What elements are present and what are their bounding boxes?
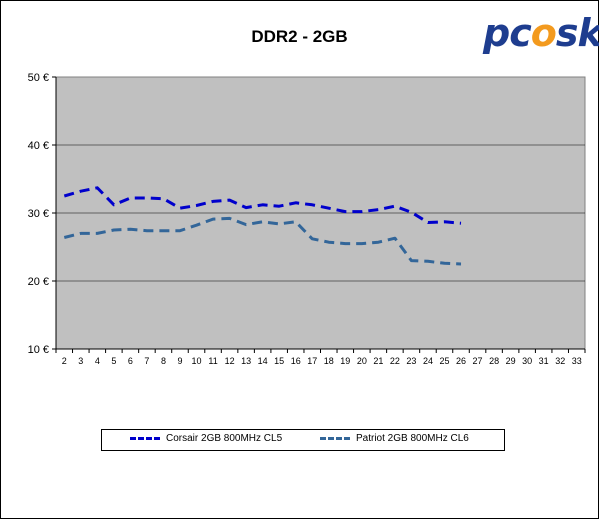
x-tick-label: 31 bbox=[539, 356, 549, 366]
x-tick-label: 6 bbox=[128, 356, 133, 366]
x-tick-label: 26 bbox=[456, 356, 466, 366]
x-tick-label: 15 bbox=[274, 356, 284, 366]
y-tick-label: 40 € bbox=[28, 140, 49, 152]
x-tick-label: 9 bbox=[177, 356, 182, 366]
x-tick-label: 12 bbox=[225, 356, 235, 366]
y-tick-label: 10 € bbox=[28, 344, 49, 356]
x-tick-label: 8 bbox=[161, 356, 166, 366]
x-tick-label: 11 bbox=[208, 356, 217, 366]
y-tick-label: 50 € bbox=[28, 72, 49, 84]
x-tick-label: 13 bbox=[241, 356, 251, 366]
x-tick-label: 10 bbox=[192, 356, 202, 366]
x-tick-label: 20 bbox=[357, 356, 367, 366]
x-tick-label: 22 bbox=[390, 356, 400, 366]
x-tick-label: 27 bbox=[473, 356, 483, 366]
x-tick-label: 16 bbox=[291, 356, 301, 366]
x-tick-label: 23 bbox=[406, 356, 416, 366]
x-tick-label: 25 bbox=[439, 356, 449, 366]
legend-label-patriot: Patriot 2GB 800MHz CL6 bbox=[356, 433, 469, 444]
x-tick-label: 5 bbox=[111, 356, 116, 366]
legend-item-patriot: Patriot 2GB 800MHz CL6 bbox=[320, 433, 469, 444]
x-tick-label: 28 bbox=[489, 356, 499, 366]
x-tick-label: 17 bbox=[307, 356, 317, 366]
chart-title: DDR2 - 2GB bbox=[251, 27, 348, 46]
x-tick-label: 21 bbox=[373, 356, 383, 366]
chart-legend: Corsair 2GB 800MHz CL5 Patriot 2GB 800MH… bbox=[101, 429, 505, 451]
legend-label-corsair: Corsair 2GB 800MHz CL5 bbox=[166, 433, 283, 444]
y-tick-label: 30 € bbox=[28, 208, 49, 220]
x-tick-label: 18 bbox=[324, 356, 334, 366]
legend-swatch-patriot bbox=[320, 437, 350, 440]
pcosk-logo: pcosk bbox=[483, 11, 599, 55]
x-tick-label: 14 bbox=[258, 356, 268, 366]
x-tick-label: 19 bbox=[340, 356, 350, 366]
x-tick-label: 2 bbox=[62, 356, 67, 366]
x-tick-label: 24 bbox=[423, 356, 433, 366]
legend-item-corsair: Corsair 2GB 800MHz CL5 bbox=[130, 433, 282, 444]
y-tick-label: 20 € bbox=[28, 276, 49, 288]
x-tick-label: 4 bbox=[95, 356, 100, 366]
x-tick-label: 30 bbox=[522, 356, 532, 366]
x-tick-label: 32 bbox=[555, 356, 565, 366]
flame-icon: o bbox=[530, 11, 557, 55]
x-tick-label: 7 bbox=[144, 356, 149, 366]
legend-swatch-corsair bbox=[130, 437, 160, 440]
x-tick-label: 33 bbox=[572, 356, 582, 366]
x-tick-label: 29 bbox=[506, 356, 516, 366]
x-tick-label: 3 bbox=[78, 356, 83, 366]
